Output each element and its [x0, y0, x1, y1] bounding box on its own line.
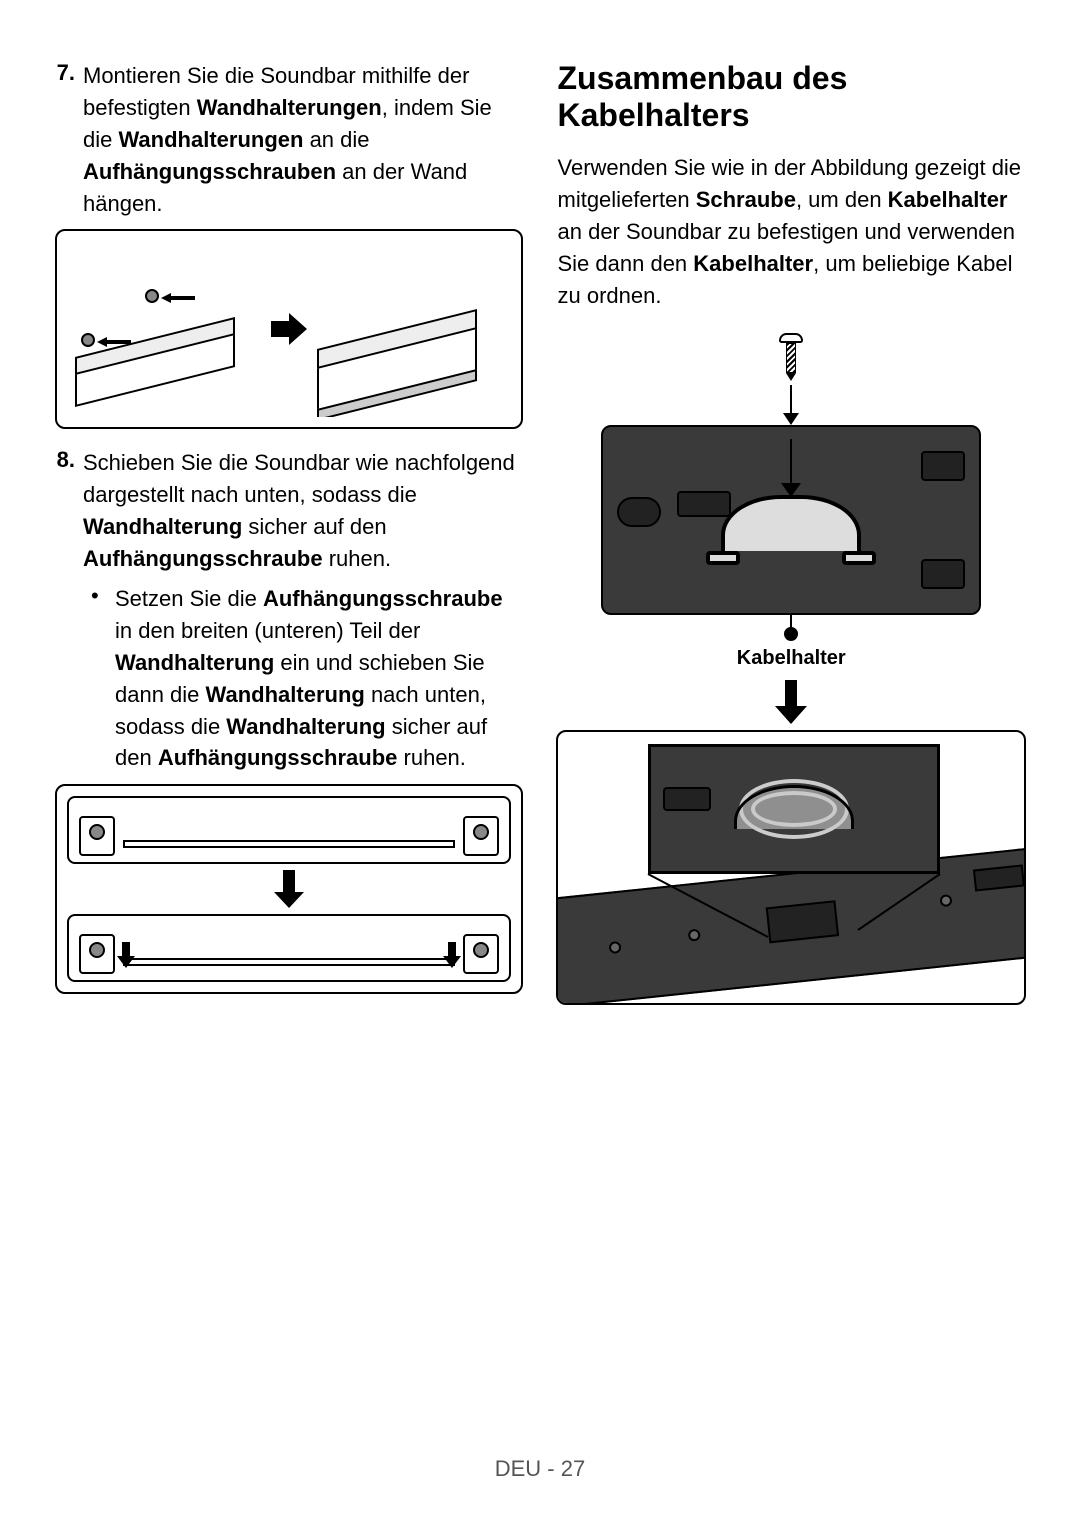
arrow-down-small-icon [783, 413, 799, 425]
page: 7. Montieren Sie die Soundbar mithilfe d… [0, 0, 1080, 1012]
bullet-icon: • [91, 583, 115, 774]
section-paragraph: Verwenden Sie wie in der Abbildung gezei… [558, 152, 1026, 311]
step-8-bullet: • Setzen Sie die Aufhängungsschraube in … [55, 583, 523, 774]
step-7-number: 7. [55, 60, 83, 219]
figure-back-panel [601, 425, 981, 615]
screw-icon [779, 333, 803, 381]
figure-caption: Kabelhalter [737, 647, 846, 670]
right-column: Zusammenbau des Kabelhalters Verwenden S… [558, 60, 1026, 1012]
figure-cable-holder: Kabelhalter [558, 333, 1026, 1005]
figure-final-result [556, 730, 1026, 1005]
step-7-text: Montieren Sie die Soundbar mithilfe der … [83, 60, 523, 219]
arrow-right-icon [271, 313, 307, 345]
connector-line [790, 385, 792, 413]
figure-mount-soundbar [55, 229, 523, 429]
figure-mount-left [67, 241, 267, 417]
section-heading: Zusammenbau des Kabelhalters [558, 60, 1026, 134]
figure-slide-lower [67, 914, 511, 982]
connector-dot-icon [784, 627, 798, 641]
arrow-down-icon [274, 870, 304, 908]
figure-mount-right [311, 241, 511, 417]
step-8-number: 8. [55, 447, 83, 575]
cable-holder-shape [706, 495, 876, 565]
figure-slide-upper [67, 796, 511, 864]
arrow-down-large-icon [775, 680, 807, 724]
step-8-text: Schieben Sie die Soundbar wie nachfolgen… [83, 447, 523, 575]
step-7: 7. Montieren Sie die Soundbar mithilfe d… [55, 60, 523, 219]
step-8: 8. Schieben Sie die Soundbar wie nachfol… [55, 447, 523, 575]
page-footer: DEU - 27 [0, 1456, 1080, 1482]
left-column: 7. Montieren Sie die Soundbar mithilfe d… [55, 60, 523, 1012]
figure-slide-down [55, 784, 523, 994]
step-8-bullet-text: Setzen Sie die Aufhängungsschraube in de… [115, 583, 523, 774]
zoom-lines [558, 732, 1024, 1003]
